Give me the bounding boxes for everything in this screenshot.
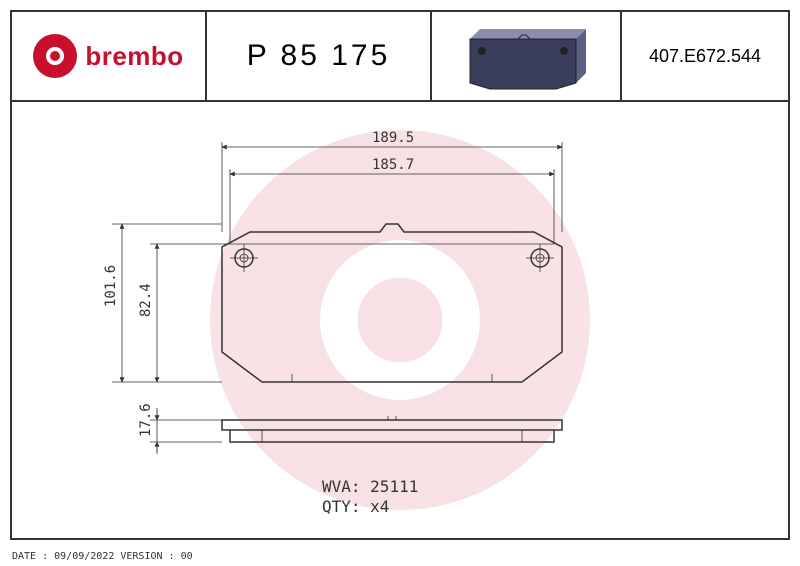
product-render [432, 12, 622, 100]
dim-thickness-value: 17.6 [138, 403, 154, 437]
dim-height-inner-value: 82.4 [138, 283, 154, 317]
qty-value: x4 [370, 497, 389, 516]
wva-value: 25111 [370, 477, 418, 496]
drawing-area: 189.5 185.7 101.6 82.4 [12, 102, 788, 538]
logo-cell: brembo [12, 12, 207, 100]
dim-height-outer-value: 101.6 [103, 265, 119, 307]
info-block: WVA: 25111 QTY: x4 [322, 477, 418, 516]
side-view [222, 416, 562, 442]
header-row: brembo P 85 175 407.E672.544 [12, 12, 788, 102]
wva-label: WVA: 25111 [322, 477, 418, 496]
brand-text: brembo [85, 41, 183, 72]
catalog-number: 407.E672.544 [622, 12, 788, 100]
part-number: P 85 175 [207, 12, 432, 100]
drawing-frame: brembo P 85 175 407.E672.544 [10, 10, 790, 540]
footer-date-version: DATE : 09/09/2022 VERSION : 00 [12, 551, 193, 562]
front-view [222, 224, 562, 382]
qty-label: QTY: x4 [322, 497, 389, 516]
dim-thickness: 17.6 [138, 403, 222, 454]
dim-width-inner: 185.7 [230, 157, 554, 244]
dim-width-outer: 189.5 [222, 130, 562, 232]
brembo-logo: brembo [33, 34, 183, 78]
technical-drawing: 189.5 185.7 101.6 82.4 [12, 102, 788, 538]
dim-height-inner: 82.4 [138, 244, 230, 382]
dim-height-outer: 101.6 [103, 224, 222, 382]
dim-width-outer-value: 189.5 [372, 130, 414, 146]
dim-width-inner-value: 185.7 [372, 157, 414, 173]
logo-disc-icon [33, 34, 77, 78]
pad-3d-icon [456, 21, 596, 91]
